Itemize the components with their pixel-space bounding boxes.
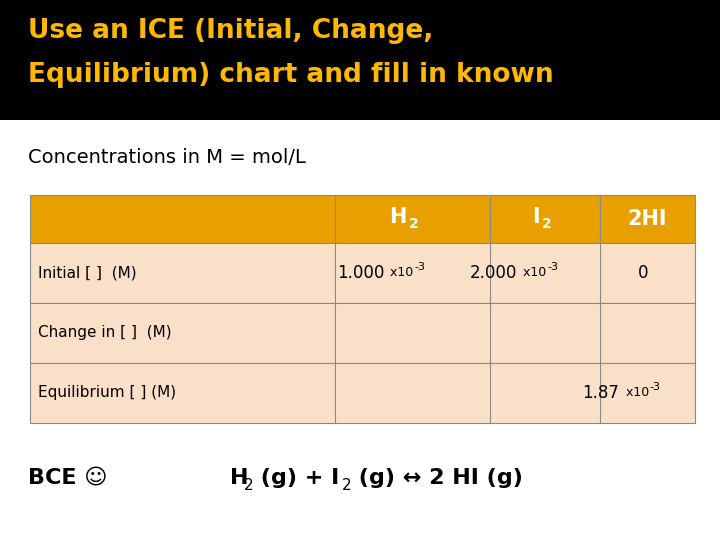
Text: Equilibrium) chart and fill in known: Equilibrium) chart and fill in known [28,62,554,88]
Text: -3: -3 [415,262,426,272]
Text: 2: 2 [408,217,418,231]
Bar [30,243,695,303]
Text: (g) + I: (g) + I [253,468,339,488]
Text: I: I [532,207,540,227]
Text: Concentrations in M = mol/L: Concentrations in M = mol/L [28,148,306,167]
Text: -3: -3 [649,382,660,392]
Text: Use an ICE (Initial, Change,: Use an ICE (Initial, Change, [28,18,433,44]
Text: 2HI: 2HI [628,209,667,229]
Text: 2: 2 [244,477,253,492]
Text: -3: -3 [547,262,558,272]
Text: x10: x10 [519,267,546,280]
Bar [30,195,695,243]
Text: BCE ☺: BCE ☺ [28,468,107,488]
Text: Change in [ ]  (M): Change in [ ] (M) [38,326,171,341]
Text: 1.000: 1.000 [337,264,384,282]
Text: 2.000: 2.000 [469,264,517,282]
Text: 1.87: 1.87 [582,384,619,402]
Text: Initial [ ]  (M): Initial [ ] (M) [38,266,137,280]
Bar [30,303,695,363]
Bar [30,363,695,423]
Text: 0: 0 [637,264,648,282]
Bar [0,0,720,120]
Text: H: H [389,207,407,227]
Text: 2: 2 [342,477,351,492]
Text: H: H [230,468,248,488]
Text: (g) ↔ 2 HI (g): (g) ↔ 2 HI (g) [351,468,523,488]
Text: Equilibrium [ ] (M): Equilibrium [ ] (M) [38,386,176,401]
Text: x10: x10 [387,267,414,280]
Text: 2: 2 [542,217,552,231]
Text: x10: x10 [621,387,649,400]
